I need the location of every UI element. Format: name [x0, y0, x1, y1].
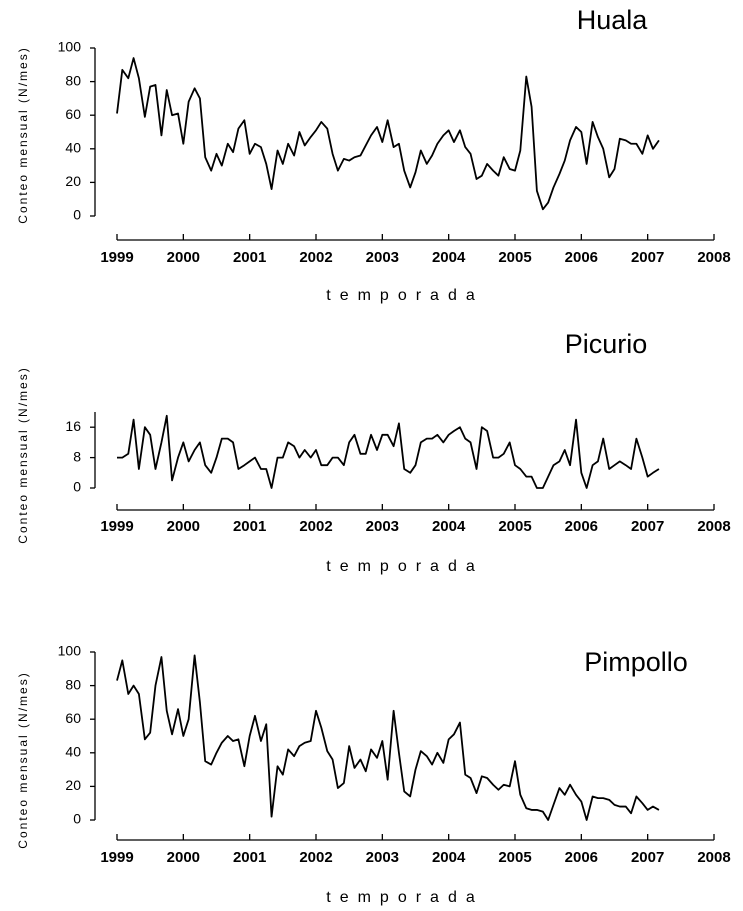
x-tick-label: 2001 [233, 249, 266, 266]
x-tick-label: 2007 [631, 249, 664, 266]
data-line [116, 654, 660, 821]
y-axis-label: Conteo mensual (N/mes) [16, 671, 30, 848]
x-tick-label: 2000 [167, 518, 200, 535]
x-tick-label: 2003 [366, 518, 399, 535]
y-tick-label: 40 [65, 140, 81, 156]
x-tick-label: 2004 [432, 849, 466, 866]
x-axis-label: temporada [326, 889, 484, 906]
y-tick-label: 60 [65, 710, 81, 726]
y-tick-label: 8 [73, 448, 81, 464]
x-tick-label: 2008 [697, 249, 730, 266]
y-tick-label: 0 [73, 207, 81, 223]
chart-title: Pimpollo [584, 647, 688, 677]
y-tick-label: 0 [73, 811, 81, 827]
y-tick-label: 0 [73, 479, 81, 495]
x-tick-label: 2008 [697, 518, 730, 535]
data-line [116, 57, 660, 211]
x-tick-label: 2000 [167, 849, 200, 866]
y-tick-label: 20 [65, 173, 81, 189]
x-tick-label: 2006 [565, 518, 598, 535]
y-tick-label: 100 [58, 643, 82, 659]
x-tick-label: 2006 [565, 249, 598, 266]
x-tick-label: 2007 [631, 849, 664, 866]
x-tick-label: 2006 [565, 849, 598, 866]
x-tick-label: 2001 [233, 518, 266, 535]
x-tick-label: 1999 [100, 518, 133, 535]
y-tick-label: 80 [65, 72, 81, 88]
chart-title: Picurio [565, 329, 648, 359]
x-tick-label: 2002 [299, 249, 332, 266]
y-tick-label: 16 [65, 418, 81, 434]
x-tick-label: 2001 [233, 849, 266, 866]
x-tick-label: 1999 [100, 849, 133, 866]
y-tick-label: 60 [65, 106, 81, 122]
x-tick-label: 2004 [432, 518, 466, 535]
x-tick-label: 2005 [498, 249, 531, 266]
x-tick-label: 2002 [299, 849, 332, 866]
chart-title: Huala [577, 5, 649, 35]
y-tick-label: 40 [65, 744, 81, 760]
x-axis-label: temporada [326, 558, 484, 575]
y-axis-label: Conteo mensual (N/mes) [16, 46, 30, 223]
y-axis-label: Conteo mensual (N/mes) [16, 366, 30, 543]
x-tick-label: 2003 [366, 849, 399, 866]
data-line [117, 414, 660, 489]
x-tick-label: 2005 [498, 518, 531, 535]
x-tick-label: 2005 [498, 849, 531, 866]
x-tick-label: 1999 [100, 249, 133, 266]
y-tick-label: 20 [65, 777, 81, 793]
x-tick-label: 2008 [697, 849, 730, 866]
x-tick-label: 2004 [432, 249, 466, 266]
x-axis-label: temporada [326, 287, 484, 304]
x-tick-label: 2002 [299, 518, 332, 535]
y-tick-label: 100 [58, 39, 82, 55]
x-tick-label: 2007 [631, 518, 664, 535]
y-tick-label: 80 [65, 676, 81, 692]
x-tick-label: 2000 [167, 249, 200, 266]
x-tick-label: 2003 [366, 249, 399, 266]
